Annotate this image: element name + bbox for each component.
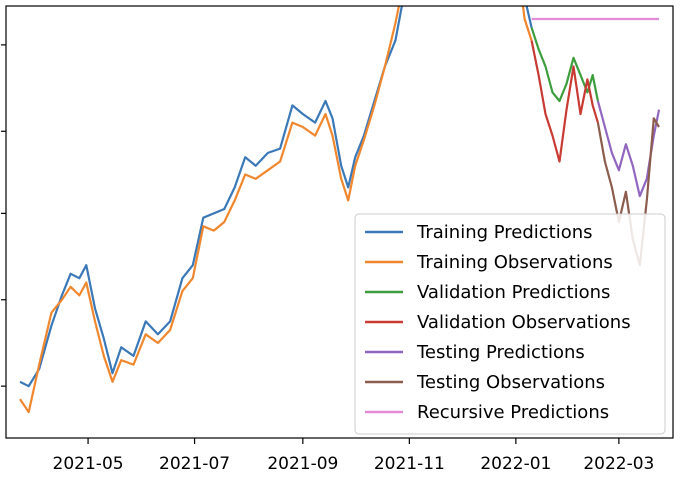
series-line-training-predictions — [19, 6, 533, 388]
x-axis-ticks: 2021-05 2021-07 2021-09 2021-11 2022-01 2022-… — [53, 438, 654, 474]
y-axis-ticks — [1, 44, 6, 387]
series-line-validation-observations — [530, 40, 599, 163]
x-tick-label: 2021-05 — [53, 454, 124, 474]
x-tick-label: 2022-01 — [480, 454, 551, 474]
legend-frame — [354, 213, 666, 435]
legend-label-recursive-predictions: Recursive Predictions — [417, 402, 609, 423]
x-tick-label: 2021-11 — [374, 454, 445, 474]
x-tick-label: 2021-09 — [267, 454, 338, 474]
series-line-training-observations — [19, 6, 533, 414]
series-line-testing-predictions — [596, 100, 661, 198]
legend-label-testing-observations: Testing Observations — [416, 372, 605, 393]
legend-label-testing-predictions: Testing Predictions — [416, 342, 585, 363]
legend-label-validation-predictions: Validation Predictions — [417, 282, 610, 303]
plot-frame — [5, 5, 674, 439]
legend-label-training-predictions: Training Predictions — [416, 222, 593, 243]
legend: Training Predictions Training Observation… — [354, 213, 666, 435]
legend-label-training-observations: Training Observations — [416, 252, 613, 273]
legend-label-validation-observations: Validation Observations — [417, 312, 631, 333]
series-layer — [19, 6, 661, 414]
x-tick-label: 2022-03 — [583, 454, 654, 474]
x-tick-label: 2021-07 — [159, 454, 230, 474]
